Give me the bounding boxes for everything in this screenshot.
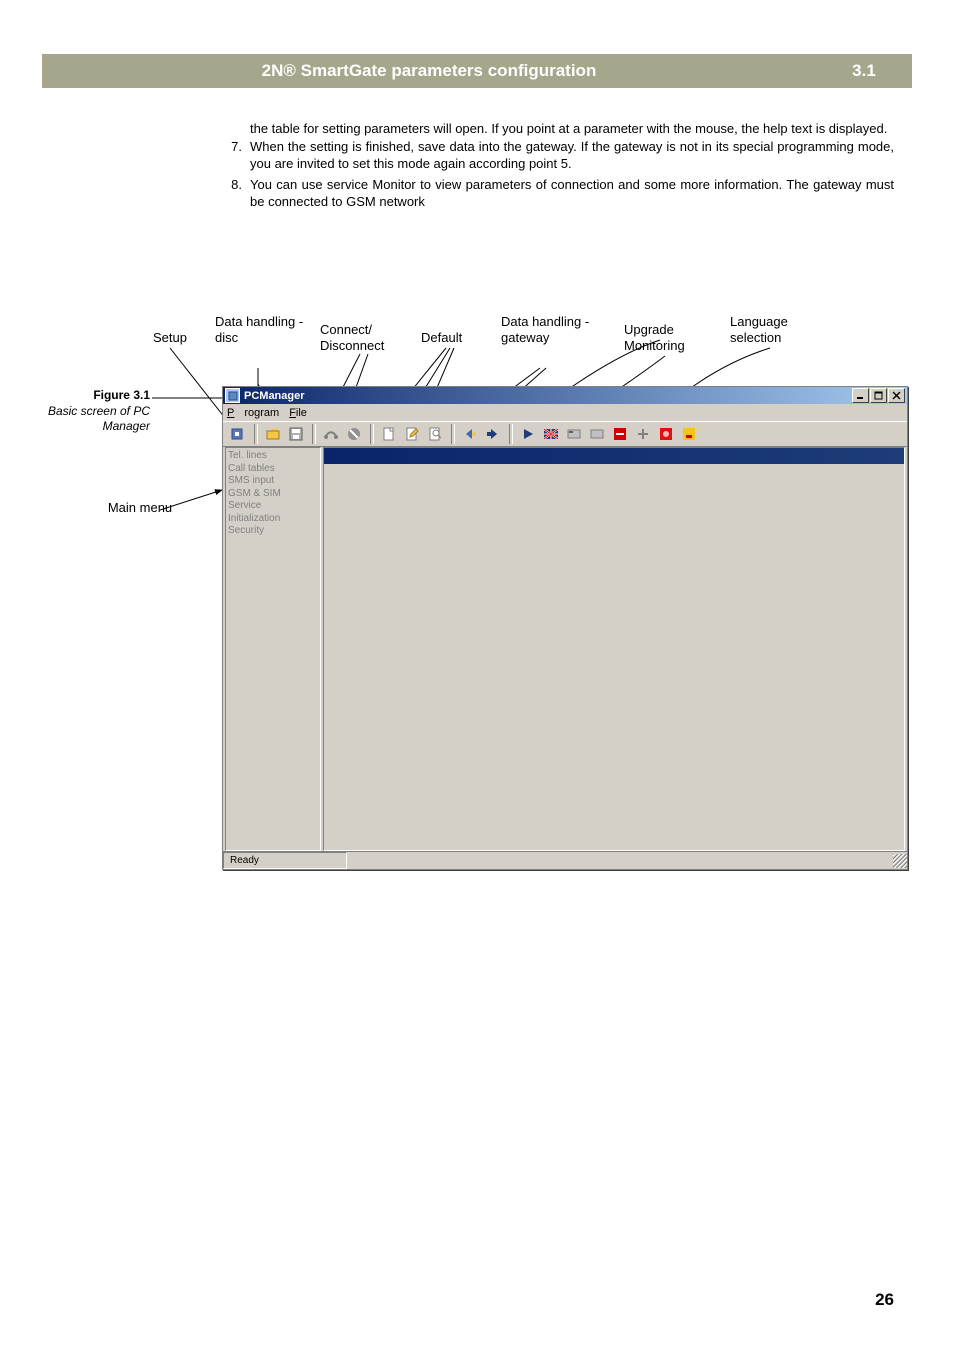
toolbar-sep [451,424,455,444]
main-pane [323,447,905,851]
main-pane-header [324,448,904,464]
callout-mainmenu: Main menu [100,500,180,516]
maximize-button[interactable] [870,388,887,403]
toolbar-save-icon[interactable] [285,423,307,445]
app-icon [225,388,240,403]
toolbar-edit-icon[interactable] [401,423,423,445]
toolbar-sep [312,424,316,444]
toolbar-new-icon[interactable] [378,423,400,445]
toolbar-plus-icon[interactable] [632,423,654,445]
body-item-8: 8.You can use service Monitor to view pa… [220,176,894,211]
toolbar-cfg1-icon[interactable] [563,423,585,445]
toolbar-yellow-icon[interactable] [678,423,700,445]
figure-number: Figure 3.1 [20,388,150,404]
tree-item[interactable]: GSM & SIM [228,488,281,499]
toolbar-disconnect-icon[interactable] [343,423,365,445]
menubar: Program File [223,404,907,421]
tree-item[interactable]: Security [228,525,264,536]
toolbar-red-icon[interactable] [655,423,677,445]
tree-item[interactable]: Initialization [228,513,280,524]
toolbar-flag-uk-icon[interactable] [540,423,562,445]
tree-pane[interactable]: Tel. lines Call tables SMS input GSM & S… [225,447,321,851]
toolbar [223,421,907,447]
callout-default: Default [421,330,491,346]
titlebar: PCManager [223,387,907,404]
menu-file[interactable]: File [289,407,307,419]
body-item-7: 7.When the setting is finished, save dat… [220,138,894,173]
toolbar-minus-icon[interactable] [609,423,631,445]
resize-grip-icon[interactable] [893,854,907,868]
callout-datadisc: Data handling - disc [215,314,305,347]
toolbar-sep [254,424,258,444]
header-section: 3.1 [816,61,912,81]
pcmanager-window: PCManager Program File [222,386,908,870]
header-title: 2N® SmartGate parameters configuration [42,61,816,81]
tree-item[interactable]: SMS input [228,475,274,486]
close-button[interactable] [888,388,905,403]
status-text: Ready [223,852,347,869]
tree-item[interactable]: Call tables [228,463,275,474]
page-header: 2N® SmartGate parameters configuration 3… [42,54,912,88]
menu-program[interactable]: Program [227,407,279,419]
tree-item[interactable]: Service [228,500,261,511]
toolbar-download-left-icon[interactable] [459,423,481,445]
body-lead: the table for setting parameters will op… [220,120,894,138]
titlebar-title: PCManager [244,390,852,402]
toolbar-download-right-icon[interactable] [482,423,504,445]
callout-lang: Language selection [730,314,820,347]
callout-datagw: Data handling - gateway [501,314,591,347]
callout-setup: Setup [130,330,210,346]
toolbar-cfg2-icon[interactable] [586,423,608,445]
page-number: 26 [875,1290,894,1310]
figure-caption: Figure 3.1 Basic screen of PC Manager [20,388,150,435]
toolbar-setup-icon[interactable] [227,423,249,445]
callout-connect: Connect/ Disconnect [320,322,415,355]
callout-upgrade: Upgrade Monitoring [624,322,724,355]
tree-item[interactable]: Tel. lines [228,450,267,461]
statusbar: Ready [223,851,907,869]
client-area: Tel. lines Call tables SMS input GSM & S… [225,447,905,851]
figure-text: Basic screen of PC Manager [20,404,150,435]
toolbar-find-icon[interactable] [424,423,446,445]
toolbar-sep [370,424,374,444]
toolbar-open-icon[interactable] [262,423,284,445]
toolbar-connect-icon[interactable] [320,423,342,445]
body-text: the table for setting parameters will op… [220,120,894,214]
toolbar-play-icon[interactable] [517,423,539,445]
minimize-button[interactable] [852,388,869,403]
toolbar-sep [509,424,513,444]
